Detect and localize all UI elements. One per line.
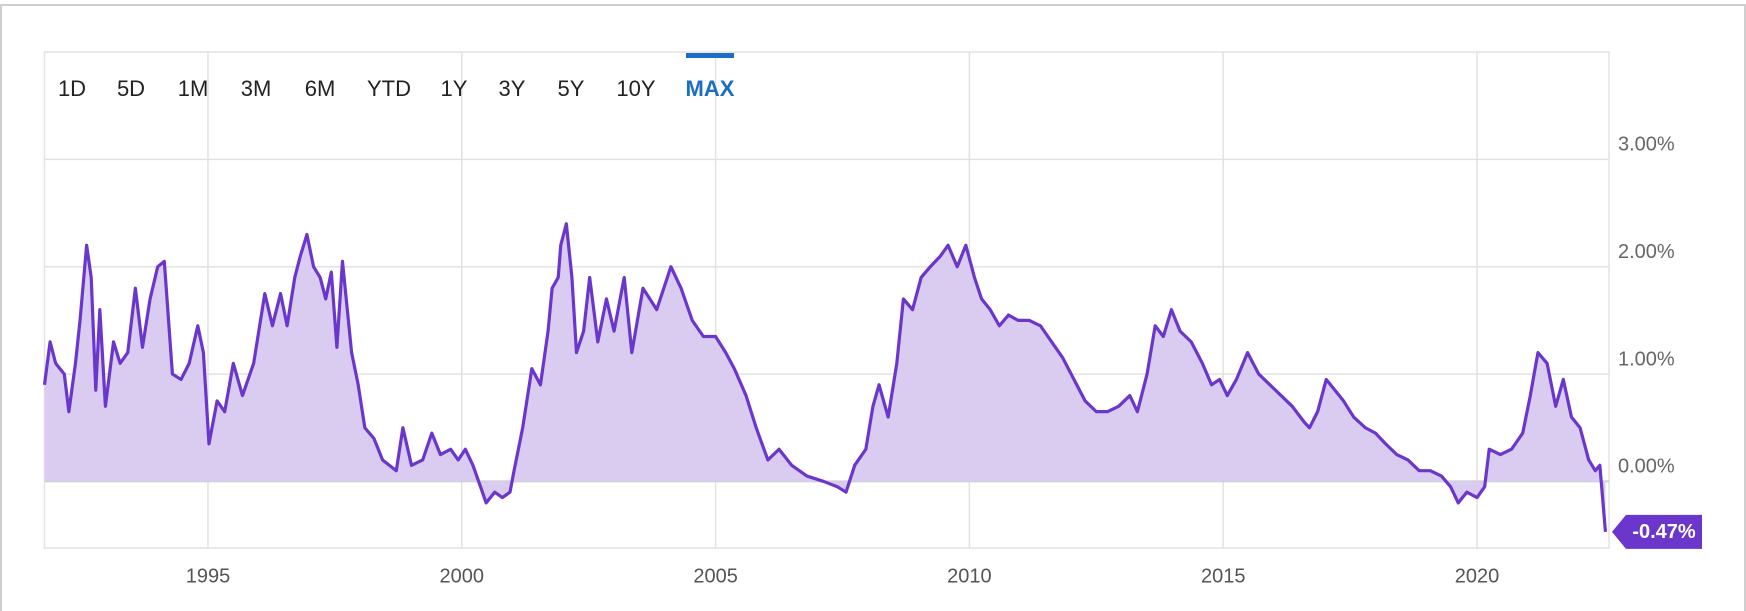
range-button[interactable]: 3M [241, 76, 272, 101]
x-tick-label: 2000 [440, 565, 485, 587]
y-tick-label: 0.00% [1618, 456, 1675, 478]
value-label: -0.47% [1632, 521, 1696, 543]
plot-frame [43, 51, 1610, 549]
range-button[interactable]: 5D [117, 76, 145, 101]
y-tick-label: 3.00% [1618, 134, 1675, 156]
range-button[interactable]: 1D [58, 76, 86, 101]
range-button[interactable]: YTD [367, 76, 411, 101]
range-button[interactable]: MAX [686, 76, 735, 101]
range-button[interactable]: 6M [305, 76, 336, 101]
x-tick-label: 2020 [1455, 565, 1500, 587]
range-button[interactable]: 10Y [616, 76, 655, 101]
x-tick-label: 2005 [693, 565, 738, 587]
x-tick-label: 1995 [186, 565, 231, 587]
range-button[interactable]: 5Y [558, 76, 585, 101]
line [42, 222, 1608, 533]
active-indicator [686, 53, 734, 58]
x-tick-label: 2010 [947, 565, 992, 587]
range-button[interactable]: 3Y [499, 76, 526, 101]
value-badge [1612, 514, 1702, 549]
x-tick-label: 2015 [1201, 565, 1246, 587]
range-button[interactable]: 1M [178, 76, 209, 101]
y-tick-label: 2.00% [1618, 241, 1675, 263]
area-fill [44, 223, 1606, 532]
y-tick-label: 1.00% [1618, 348, 1675, 370]
range-button[interactable]: 1Y [441, 76, 468, 101]
